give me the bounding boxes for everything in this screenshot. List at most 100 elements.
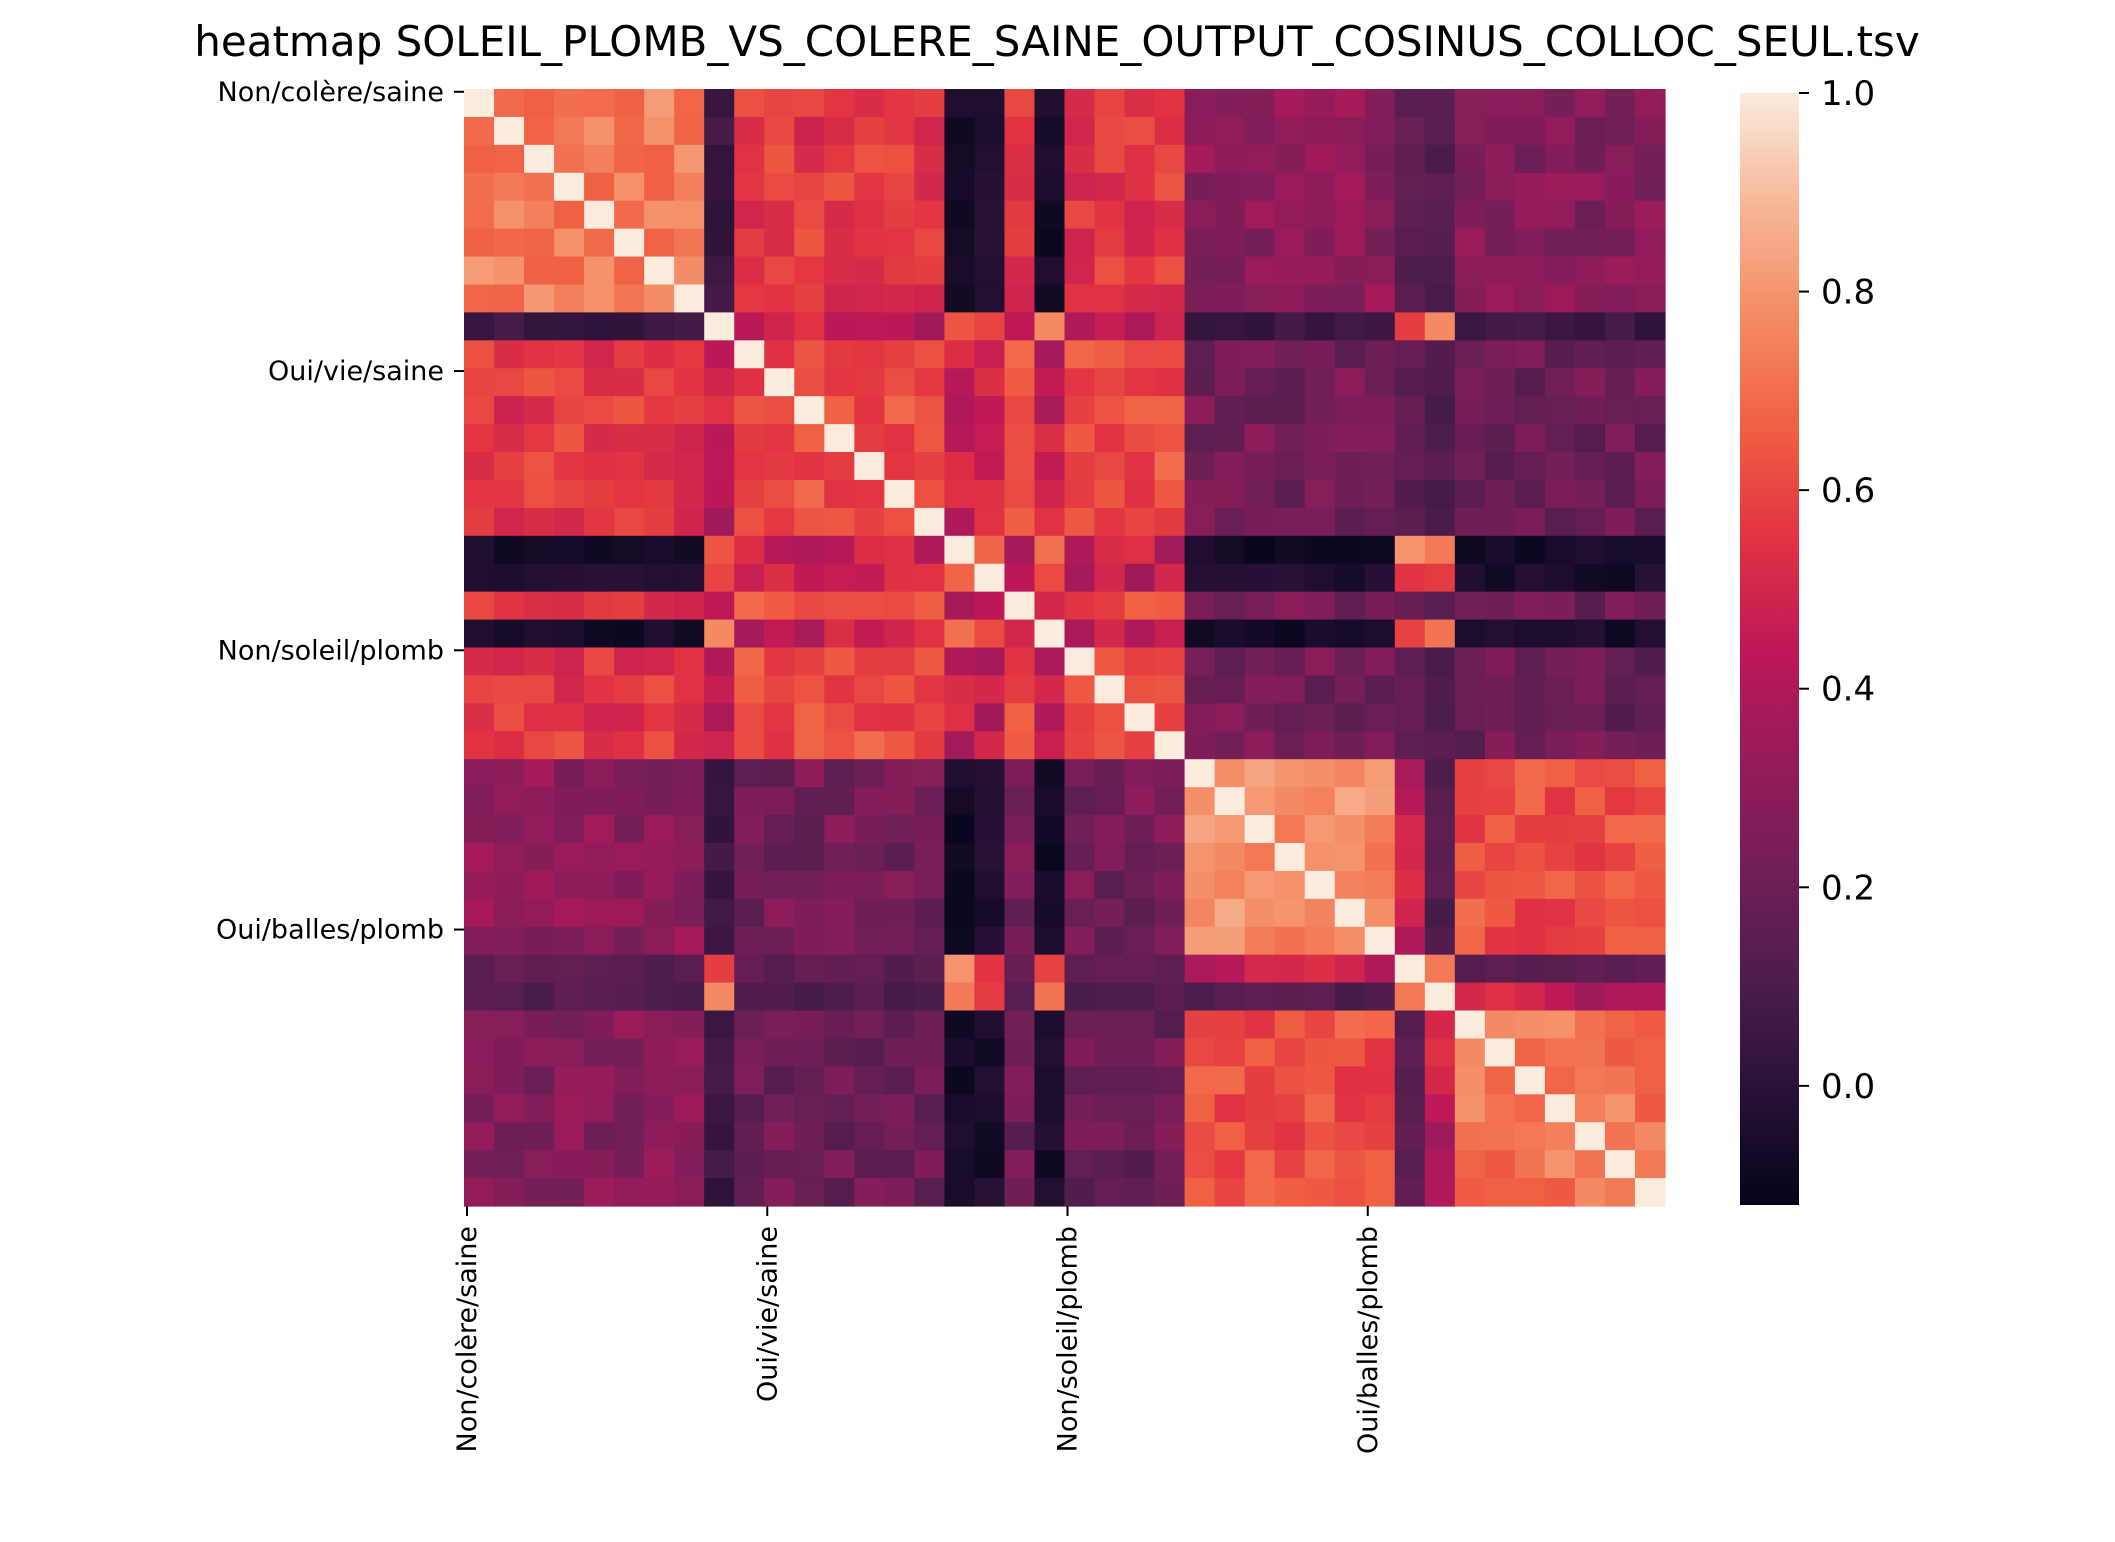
heatmap-cell xyxy=(1514,256,1546,286)
heatmap-cell xyxy=(854,89,885,118)
heatmap-cell xyxy=(1394,507,1426,537)
heatmap-cell xyxy=(1484,787,1516,816)
heatmap-cell xyxy=(1604,89,1636,118)
heatmap-cell xyxy=(1184,982,1216,1012)
heatmap-cell xyxy=(1184,898,1216,928)
heatmap-cell xyxy=(1364,787,1396,816)
heatmap-cell xyxy=(524,200,555,230)
heatmap-cell xyxy=(1184,703,1216,732)
heatmap-cell xyxy=(644,452,675,481)
heatmap-cell xyxy=(1064,591,1096,621)
heatmap-cell xyxy=(644,898,675,928)
heatmap-cell xyxy=(524,898,555,928)
heatmap-cell xyxy=(674,1094,705,1123)
heatmap-cell xyxy=(884,563,915,593)
heatmap-cell xyxy=(674,228,705,258)
heatmap-cell xyxy=(974,1038,1006,1067)
heatmap-cell xyxy=(1094,256,1126,286)
heatmap-cell xyxy=(1454,200,1486,230)
heatmap-cell xyxy=(734,703,765,732)
heatmap-cell xyxy=(764,1178,795,1207)
heatmap-cell xyxy=(1004,647,1036,677)
heatmap-cell xyxy=(584,284,615,314)
heatmap-cell xyxy=(1154,479,1186,509)
heatmap-cell xyxy=(1004,172,1036,202)
heatmap-cell xyxy=(974,982,1006,1012)
heatmap-cell xyxy=(644,619,675,649)
heatmap-cell xyxy=(884,982,915,1012)
heatmap-cell xyxy=(524,1178,555,1207)
heatmap-cell xyxy=(764,1122,795,1151)
heatmap-cell xyxy=(1154,144,1186,174)
heatmap-cell xyxy=(1634,424,1666,453)
heatmap-cell xyxy=(1304,898,1336,928)
heatmap-cell xyxy=(1094,1038,1126,1067)
heatmap-cell xyxy=(1424,759,1456,788)
heatmap-cell xyxy=(704,396,735,425)
heatmap-cell xyxy=(1364,228,1396,258)
heatmap-cell xyxy=(1094,312,1126,341)
heatmap-cell xyxy=(1184,1038,1216,1067)
heatmap-cell xyxy=(1454,89,1486,118)
heatmap-cell xyxy=(1574,479,1606,509)
heatmap-cell xyxy=(914,340,946,369)
heatmap-cell xyxy=(1424,452,1456,481)
heatmap-cell xyxy=(824,1038,855,1067)
heatmap-cell xyxy=(1214,424,1246,453)
heatmap-cell xyxy=(524,731,555,760)
heatmap-cell xyxy=(1364,340,1396,369)
heatmap-cell xyxy=(884,787,915,816)
heatmap-cell xyxy=(1064,89,1096,118)
heatmap-cell xyxy=(854,731,885,760)
heatmap-cell xyxy=(1334,898,1366,928)
heatmap-cell xyxy=(614,200,645,230)
heatmap-cell xyxy=(884,619,915,649)
heatmap-cell xyxy=(764,340,795,369)
heatmap-cell xyxy=(1454,926,1486,956)
heatmap-cell xyxy=(584,870,615,900)
heatmap-cell xyxy=(1214,1010,1246,1040)
heatmap-cell xyxy=(674,284,705,314)
heatmap-cell xyxy=(1064,954,1096,984)
heatmap-cell xyxy=(1364,926,1396,956)
heatmap-cell xyxy=(614,647,645,677)
heatmap-cell xyxy=(1424,89,1456,118)
heatmap-cell xyxy=(1634,1010,1666,1040)
heatmap-cell xyxy=(794,898,825,928)
heatmap-cell xyxy=(854,1010,885,1040)
heatmap-cell xyxy=(1244,731,1276,760)
heatmap-cell xyxy=(614,172,645,202)
heatmap-cell xyxy=(1154,731,1186,760)
heatmap-cell xyxy=(704,1010,735,1040)
heatmap-cell xyxy=(914,842,946,872)
heatmap-cell xyxy=(824,563,855,593)
heatmap-cell xyxy=(914,619,946,649)
heatmap-cell xyxy=(1454,396,1486,425)
heatmap-cell xyxy=(584,675,615,704)
heatmap-cell xyxy=(1574,954,1606,984)
heatmap-cell xyxy=(614,1178,645,1207)
heatmap-cell xyxy=(1214,116,1246,146)
heatmap-cell xyxy=(704,1122,735,1151)
heatmap-cell xyxy=(794,647,825,677)
heatmap-cell xyxy=(1574,312,1606,341)
heatmap-cell xyxy=(1484,870,1516,900)
heatmap-cell xyxy=(1064,619,1096,649)
heatmap-cell xyxy=(1424,312,1456,341)
heatmap-cell xyxy=(1634,647,1666,677)
heatmap-cell xyxy=(1064,926,1096,956)
heatmap-cell xyxy=(824,954,855,984)
heatmap-cell xyxy=(884,312,915,341)
heatmap-cell xyxy=(914,1010,946,1040)
heatmap-cell xyxy=(1514,1010,1546,1040)
heatmap-cell xyxy=(734,675,765,704)
heatmap-cell xyxy=(764,144,795,174)
heatmap-cell xyxy=(1244,898,1276,928)
heatmap-cell xyxy=(914,144,946,174)
heatmap-cell xyxy=(1454,1066,1486,1095)
heatmap-cell xyxy=(914,228,946,258)
heatmap-cell xyxy=(1034,591,1066,621)
heatmap-cell xyxy=(494,1178,525,1207)
heatmap-cell xyxy=(1304,396,1336,425)
heatmap-cell xyxy=(914,898,946,928)
